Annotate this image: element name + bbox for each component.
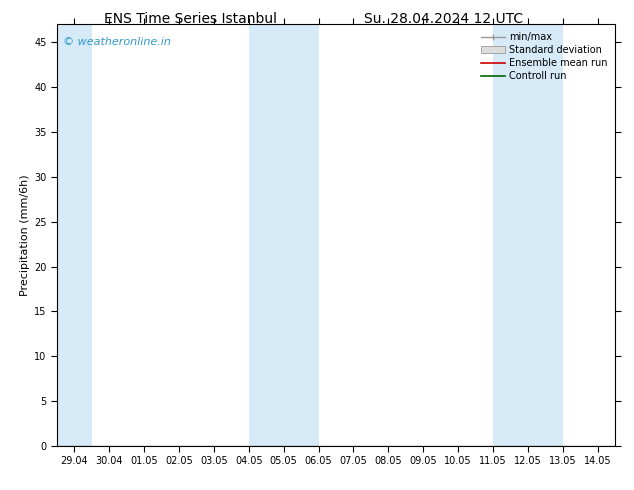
Bar — [57, 24, 92, 446]
Text: Su. 28.04.2024 12 UTC: Su. 28.04.2024 12 UTC — [365, 12, 523, 26]
Bar — [249, 24, 319, 446]
Text: ENS Time Series Istanbul: ENS Time Series Istanbul — [104, 12, 276, 26]
Legend: min/max, Standard deviation, Ensemble mean run, Controll run: min/max, Standard deviation, Ensemble me… — [477, 29, 610, 84]
Y-axis label: Precipitation (mm/6h): Precipitation (mm/6h) — [20, 174, 30, 296]
Text: © weatheronline.in: © weatheronline.in — [63, 37, 171, 47]
Bar — [493, 24, 563, 446]
